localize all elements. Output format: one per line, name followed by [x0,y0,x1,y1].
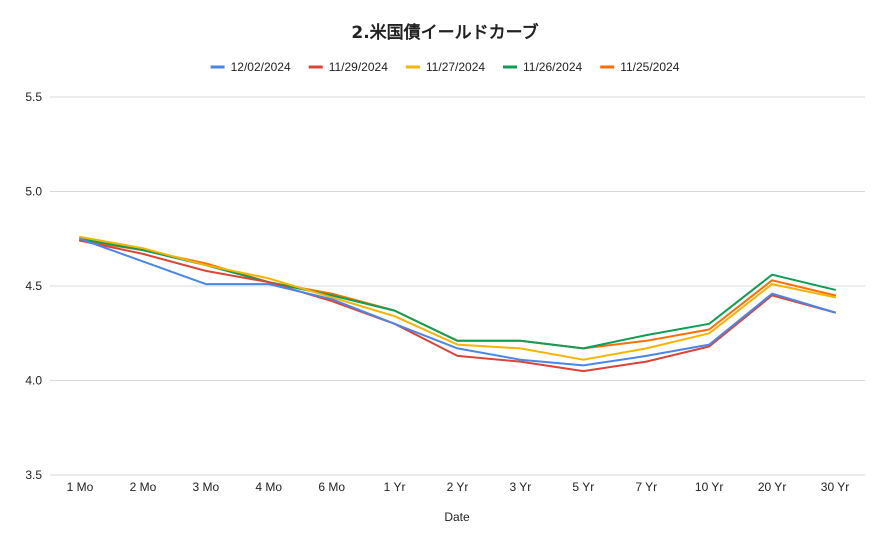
x-tick-label: 30 Yr [821,480,849,494]
legend-item[interactable]: 11/25/2024 [600,60,680,74]
y-tick-label: 4.0 [25,374,42,388]
series-line-1 [79,239,836,373]
series-line-4 [79,239,836,350]
y-axis-tick-labels: 3.5 4.0 4.5 5.0 5.5 [25,90,42,482]
legend-label: 11/27/2024 [426,60,485,74]
legend-item[interactable]: 11/26/2024 [503,60,582,74]
x-tick-label: 2 Mo [130,480,157,494]
y-tick-label: 3.5 [25,468,42,482]
x-tick-label: 1 Mo [67,480,94,494]
y-tick-label: 4.5 [25,279,42,293]
legend-label: 11/26/2024 [523,60,582,74]
x-tick-label: 5 Yr [572,480,594,494]
legend-label: 11/25/2024 [620,60,679,74]
x-tick-label: 10 Yr [695,480,723,494]
y-tick-label: 5.5 [25,90,42,104]
chart-title: 2.米国債イールドカーブ [351,22,538,43]
gridlines [50,96,865,476]
x-axis-tick-labels: 1 Mo 2 Mo 3 Mo 4 Mo 6 Mo 1 Yr 2 Yr 3 Yr 5 Yr 7 Yr… [67,480,850,494]
x-tick-label: 4 Mo [255,480,282,494]
legend-label: 12/02/2024 [231,60,291,74]
series-line-0 [79,237,836,367]
series-line-3 [79,237,836,350]
x-tick-label: 3 Mo [192,480,219,494]
x-tick-label: 7 Yr [635,480,657,494]
series-line-2 [79,235,836,361]
legend-item[interactable]: 11/29/2024 [308,60,388,74]
legend-label: 11/29/2024 [329,60,388,74]
series-lines [79,235,836,373]
legend-item[interactable]: 11/27/2024 [405,60,485,74]
y-tick-label: 5.0 [25,185,42,199]
legend-item[interactable]: 12/02/2024 [210,60,291,74]
x-tick-label: 1 Yr [384,480,406,494]
x-tick-label: 6 Mo [318,480,345,494]
x-axis-title: Date [444,510,470,524]
x-tick-label: 20 Yr [758,480,786,494]
x-tick-label: 3 Yr [510,480,532,494]
chart-legend: 12/02/2024 11/29/2024 11/27/2024 11/26/2024… [210,60,680,74]
x-tick-label: 2 Yr [447,480,469,494]
